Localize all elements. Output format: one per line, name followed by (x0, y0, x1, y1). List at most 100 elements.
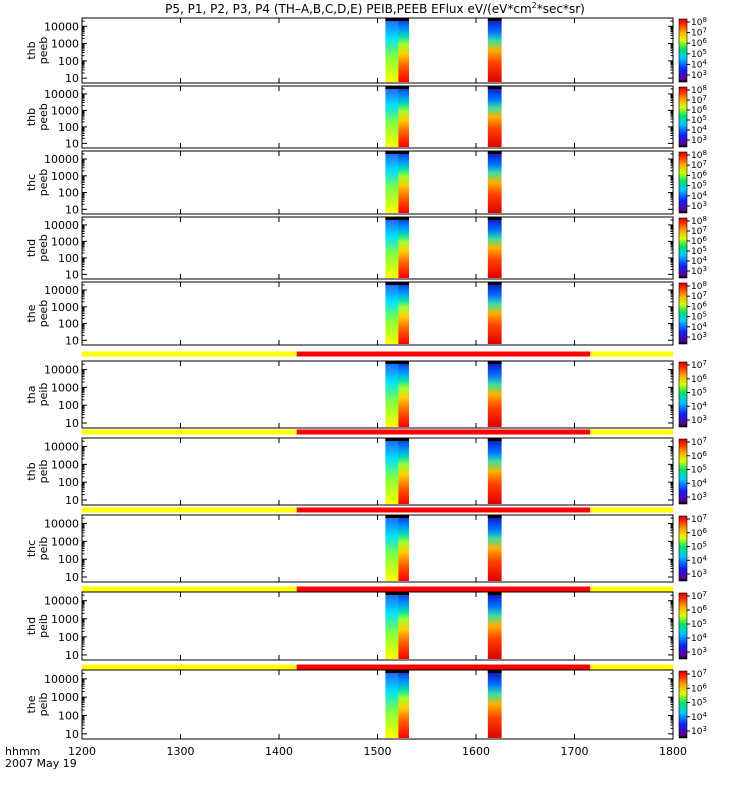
spectrogram-edge (487, 361, 502, 364)
colorbar-label: 108 (691, 215, 707, 227)
panel-the-peib: 10 100 1000 10000 the peib 107 106 105 104 103 (25, 668, 707, 741)
y-tick-label: 10000 (44, 284, 79, 297)
colorbar-label: 106 (691, 527, 707, 539)
colorbar-label: 108 (691, 16, 707, 28)
spectrogram-core (398, 362, 410, 427)
colorbar-label: 107 (691, 225, 707, 237)
mode-bar-segment (296, 507, 591, 513)
colorbar-label: 106 (691, 300, 707, 312)
spectrogram-core (398, 19, 410, 82)
spectrogram-edge (487, 282, 502, 285)
panel-product-label: peib (37, 383, 50, 407)
colorbar (678, 282, 688, 345)
y-tick-label: 10000 (44, 364, 79, 377)
mode-bar-segment (590, 586, 673, 592)
spectrogram-core (398, 283, 410, 344)
panel-thd-peib: 10 100 1000 10000 thd peib 107 106 105 104 103 (25, 590, 707, 662)
colorbar-label: 105 (691, 114, 707, 126)
colorbar-label: 104 (691, 58, 707, 70)
spectrogram-core (398, 152, 410, 213)
colorbar-label: 108 (691, 149, 707, 161)
spectrogram-edge (385, 670, 410, 673)
colorbar-label: 107 (691, 94, 707, 106)
x-tick-label: 1400 (265, 745, 293, 758)
colorbar (678, 217, 688, 279)
colorbar-label: 107 (691, 27, 707, 39)
y-tick-label: 100 (58, 399, 79, 412)
mode-bar-segment (590, 351, 673, 357)
plot-title-tail: *sec*sr) (537, 2, 585, 16)
mode-bar-segment (296, 351, 591, 357)
spectrogram-core (398, 218, 410, 278)
x-tick-label: 1200 (68, 745, 96, 758)
mode-bar-segment (82, 664, 297, 670)
spectrogram-block (487, 152, 502, 213)
colorbar-label: 106 (691, 682, 707, 694)
colorbar-label: 107 (691, 436, 707, 448)
spectrogram-block (487, 671, 502, 738)
y-tick-label: 10000 (44, 88, 79, 101)
spectrogram-edge (487, 515, 502, 518)
colorbar-label: 104 (691, 477, 707, 489)
panel-product-label: peib (37, 537, 50, 561)
x-tick-label: 1800 (659, 745, 687, 758)
colorbar-label: 107 (691, 159, 707, 171)
panel-product-label: peeb (37, 37, 50, 65)
colorbar-label: 105 (691, 697, 707, 709)
colorbar (678, 18, 688, 83)
panel-probe-label: the (25, 304, 38, 322)
x-axis: 1200 1300 1400 1500 1600 1700 1800 (68, 745, 687, 758)
panel-product-label: peeb (37, 234, 50, 262)
colorbar-label: 104 (691, 711, 707, 723)
mode-bar-segment (590, 429, 673, 435)
panel-probe-label: thd (25, 617, 38, 635)
panel-product-label: peib (37, 614, 50, 638)
colorbar-label: 107 (691, 668, 707, 680)
colorbar-label: 105 (691, 618, 707, 630)
colorbar (678, 670, 688, 739)
colorbar-label: 106 (691, 37, 707, 49)
y-tick-label: 10 (65, 571, 79, 584)
colorbar-label: 104 (691, 632, 707, 644)
colorbar-label: 103 (691, 646, 707, 658)
panel-probe-label: thb (25, 462, 38, 480)
y-tick-label: 10000 (44, 153, 79, 166)
colorbar-label: 104 (691, 321, 707, 333)
y-tick-label: 1000 (51, 170, 79, 183)
colorbar-label: 108 (691, 280, 707, 292)
panel-probe-label: thb (25, 108, 38, 126)
panel-frame (81, 150, 674, 215)
mode-bar-segment (590, 507, 673, 513)
colorbar-label: 105 (691, 387, 707, 399)
y-tick-label: 10 (65, 72, 79, 85)
spectrogram-edge (487, 438, 502, 441)
colorbar (678, 86, 688, 148)
colorbar-label: 104 (691, 554, 707, 566)
colorbar-label: 106 (691, 604, 707, 616)
spectrogram-edge (487, 592, 502, 595)
colorbar-label: 106 (691, 235, 707, 247)
colorbar-label: 105 (691, 48, 707, 60)
spectrogram-edge (385, 515, 410, 518)
y-tick-label: 10000 (44, 441, 79, 454)
y-tick-label: 10000 (44, 595, 79, 608)
mode-bar-segment (296, 664, 591, 670)
spectrogram-block (487, 439, 502, 504)
y-tick-label: 10000 (44, 219, 79, 232)
colorbar-label: 106 (691, 373, 707, 385)
panel-frame (81, 281, 674, 346)
panel-frame (81, 591, 674, 661)
colorbar-label: 105 (691, 245, 707, 257)
y-tick-label: 1000 (51, 613, 79, 626)
y-tick-label: 1000 (51, 535, 79, 548)
panel-frame (81, 514, 674, 583)
panel-product-label: peeb (37, 300, 50, 328)
plot-title-exponent: 2 (532, 1, 537, 10)
spectrogram-block (487, 218, 502, 278)
y-tick-label: 100 (58, 476, 79, 489)
panel-frame (81, 437, 674, 506)
spectrogram-block (487, 87, 502, 147)
panel-probe-label: thc (25, 540, 38, 557)
